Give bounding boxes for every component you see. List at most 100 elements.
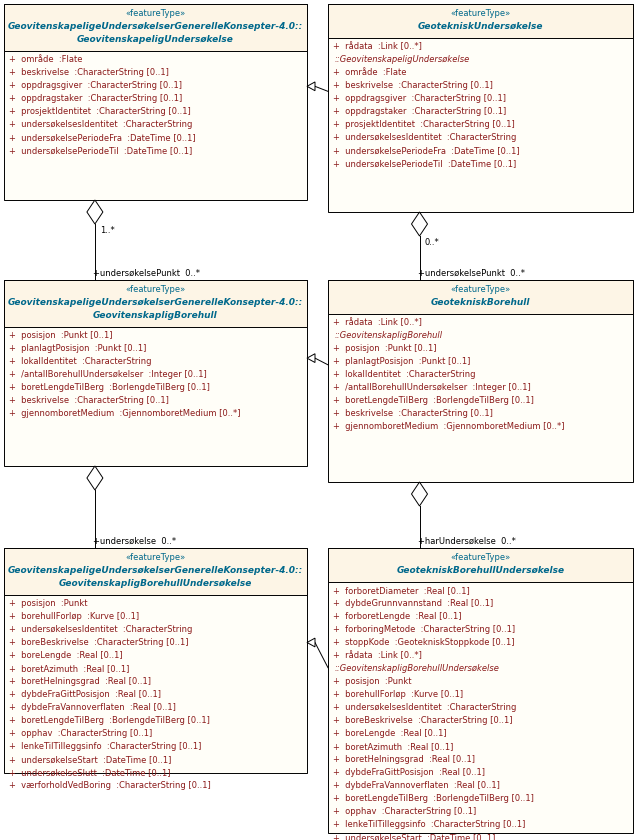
Text: +  boretLengdeTilBerg  :BorlengdeTilBerg [0..1]: + boretLengdeTilBerg :BorlengdeTilBerg [… bbox=[9, 383, 210, 392]
Text: GeovitenskapligBorehullUndersøkelse: GeovitenskapligBorehullUndersøkelse bbox=[59, 579, 252, 588]
Text: +  oppdragstaker  :CharacterString [0..1]: + oppdragstaker :CharacterString [0..1] bbox=[333, 107, 506, 116]
Text: +  gjennomboretMedium  :GjennomboretMedium [0..*]: + gjennomboretMedium :GjennomboretMedium… bbox=[333, 422, 564, 431]
Text: «featureType»: «featureType» bbox=[450, 553, 511, 562]
Text: GeotekniskBorehullUndersøkelse: GeotekniskBorehullUndersøkelse bbox=[396, 566, 564, 575]
Text: +  posisjon  :Punkt [0..1]: + posisjon :Punkt [0..1] bbox=[333, 344, 436, 353]
Text: +  posisjon  :Punkt [0..1]: + posisjon :Punkt [0..1] bbox=[9, 331, 113, 340]
Text: +  boreLengde  :Real [0..1]: + boreLengde :Real [0..1] bbox=[9, 651, 123, 660]
Text: +  rådata  :Link [0..*]: + rådata :Link [0..*] bbox=[333, 318, 422, 327]
Text: +  lenkeTilTilleggsinfo  :CharacterString [0..1]: + lenkeTilTilleggsinfo :CharacterString … bbox=[9, 742, 201, 751]
Text: +  undersøkelsePeriodeFra  :DateTime [0..1]: + undersøkelsePeriodeFra :DateTime [0..1… bbox=[9, 133, 196, 142]
Bar bbox=[328, 280, 633, 314]
Text: +  boretLengdeTilBerg  :BorlengdeTilBerg [0..1]: + boretLengdeTilBerg :BorlengdeTilBerg [… bbox=[9, 716, 210, 725]
Text: +  undersøkelseSlutt  :DateTime [0..1]: + undersøkelseSlutt :DateTime [0..1] bbox=[9, 768, 171, 777]
Text: +  opphav  :CharacterString [0..1]: + opphav :CharacterString [0..1] bbox=[333, 807, 476, 816]
Text: GeotekniskUndersøkelse: GeotekniskUndersøkelse bbox=[418, 22, 543, 31]
Text: +  boretAzimuth  :Real [0..1]: + boretAzimuth :Real [0..1] bbox=[9, 664, 129, 673]
Text: +  boretLengdeTilBerg  :BorlengdeTilBerg [0..1]: + boretLengdeTilBerg :BorlengdeTilBerg [… bbox=[333, 396, 534, 405]
Text: +  boreBeskrivelse  :CharacterString [0..1]: + boreBeskrivelse :CharacterString [0..1… bbox=[333, 716, 513, 725]
Text: «featureType»: «featureType» bbox=[450, 285, 511, 294]
Text: +  planlagtPosisjon  :Punkt [0..1]: + planlagtPosisjon :Punkt [0..1] bbox=[9, 344, 147, 353]
Text: +  oppdragsgiver  :CharacterString [0..1]: + oppdragsgiver :CharacterString [0..1] bbox=[9, 81, 182, 90]
Bar bbox=[328, 4, 633, 38]
Text: GeovitenskapeligeUndersøkelserGenerelleKonsepter-4.0::: GeovitenskapeligeUndersøkelserGenerelleK… bbox=[8, 566, 303, 575]
Text: +harUndersøkelse  0..*: +harUndersøkelse 0..* bbox=[417, 537, 515, 546]
Text: ::GeovitenskapeligUndersøkelse: ::GeovitenskapeligUndersøkelse bbox=[335, 55, 470, 64]
Polygon shape bbox=[87, 200, 103, 224]
Text: +  prosjektIdentitet  :CharacterString [0..1]: + prosjektIdentitet :CharacterString [0.… bbox=[333, 120, 515, 129]
Text: +  oppdragstaker  :CharacterString [0..1]: + oppdragstaker :CharacterString [0..1] bbox=[9, 94, 182, 103]
Text: +  beskrivelse  :CharacterString [0..1]: + beskrivelse :CharacterString [0..1] bbox=[333, 409, 493, 418]
Text: +  undersøkelsePeriodeTil  :DateTime [0..1]: + undersøkelsePeriodeTil :DateTime [0..1… bbox=[9, 146, 192, 155]
Text: +  undersøkelsesIdentitet  :CharacterString: + undersøkelsesIdentitet :CharacterStrin… bbox=[9, 625, 192, 634]
Text: «featureType»: «featureType» bbox=[125, 553, 185, 562]
Text: +  opphav  :CharacterString [0..1]: + opphav :CharacterString [0..1] bbox=[9, 729, 152, 738]
Text: ::GeovitenskapligBorehullUndersøkelse: ::GeovitenskapligBorehullUndersøkelse bbox=[335, 664, 500, 673]
Text: +  beskrivelse  :CharacterString [0..1]: + beskrivelse :CharacterString [0..1] bbox=[9, 396, 169, 405]
Bar bbox=[4, 280, 307, 327]
Text: +  beskrivelse  :CharacterString [0..1]: + beskrivelse :CharacterString [0..1] bbox=[9, 68, 169, 77]
Text: +  lokalIdentitet  :CharacterString: + lokalIdentitet :CharacterString bbox=[9, 357, 152, 366]
Text: +  undersøkelsesIdentitet  :CharacterString: + undersøkelsesIdentitet :CharacterStrin… bbox=[333, 703, 517, 712]
Text: +  forboretLengde  :Real [0..1]: + forboretLengde :Real [0..1] bbox=[333, 612, 461, 621]
Polygon shape bbox=[307, 354, 315, 363]
Text: +  værforholdVedBoring  :CharacterString [0..1]: + værforholdVedBoring :CharacterString [… bbox=[9, 781, 211, 790]
Text: +  dybdeFraGittPosisjon  :Real [0..1]: + dybdeFraGittPosisjon :Real [0..1] bbox=[9, 690, 161, 699]
Text: +  område  :Flate: + område :Flate bbox=[9, 55, 83, 64]
Text: +  stoppKode  :GeotekniskStoppkode [0..1]: + stoppKode :GeotekniskStoppkode [0..1] bbox=[333, 638, 515, 647]
Text: +  dybdeFraVannoverflaten  :Real [0..1]: + dybdeFraVannoverflaten :Real [0..1] bbox=[333, 781, 500, 790]
Polygon shape bbox=[307, 82, 315, 91]
Text: +  boreBeskrivelse  :CharacterString [0..1]: + boreBeskrivelse :CharacterString [0..1… bbox=[9, 638, 189, 647]
Text: +  undersøkelsesIdentitet  :CharacterString: + undersøkelsesIdentitet :CharacterStrin… bbox=[333, 133, 517, 142]
Text: +  dybdeFraGittPosisjon  :Real [0..1]: + dybdeFraGittPosisjon :Real [0..1] bbox=[333, 768, 485, 777]
Text: ::GeovitenskapligBorehull: ::GeovitenskapligBorehull bbox=[335, 331, 443, 340]
Text: +  posisjon  :Punkt: + posisjon :Punkt bbox=[333, 677, 412, 686]
Text: +  oppdragsgiver  :CharacterString [0..1]: + oppdragsgiver :CharacterString [0..1] bbox=[333, 94, 506, 103]
Text: +  undersøkelseStart  :DateTime [0..1]: + undersøkelseStart :DateTime [0..1] bbox=[333, 833, 496, 840]
Text: +  undersøkelsePeriodeTil  :DateTime [0..1]: + undersøkelsePeriodeTil :DateTime [0..1… bbox=[333, 159, 516, 168]
Text: +  rådata  :Link [0..*]: + rådata :Link [0..*] bbox=[333, 651, 422, 660]
Text: GeotekniskBorehull: GeotekniskBorehull bbox=[431, 298, 530, 307]
Text: «featureType»: «featureType» bbox=[450, 9, 511, 18]
Text: +  boretAzimuth  :Real [0..1]: + boretAzimuth :Real [0..1] bbox=[333, 742, 454, 751]
Bar bbox=[4, 548, 307, 773]
Text: +  undersøkelsesIdentitet  :CharacterString: + undersøkelsesIdentitet :CharacterStrin… bbox=[9, 120, 192, 129]
Text: GeovitenskapeligeUndersøkelserGenerelleKonsepter-4.0::: GeovitenskapeligeUndersøkelserGenerelleK… bbox=[8, 298, 303, 307]
Text: +  lokalIdentitet  :CharacterString: + lokalIdentitet :CharacterString bbox=[333, 370, 475, 379]
Bar bbox=[328, 548, 633, 833]
Bar bbox=[4, 4, 307, 200]
Text: +  forboretDiameter  :Real [0..1]: + forboretDiameter :Real [0..1] bbox=[333, 586, 469, 595]
Bar bbox=[328, 548, 633, 582]
Text: +  posisjon  :Punkt: + posisjon :Punkt bbox=[9, 599, 87, 608]
Text: +  forboringMetode  :CharacterString [0..1]: + forboringMetode :CharacterString [0..1… bbox=[333, 625, 515, 634]
Text: +  prosjektIdentitet  :CharacterString [0..1]: + prosjektIdentitet :CharacterString [0.… bbox=[9, 107, 190, 116]
Text: +  dybdeFraVannoverflaten  :Real [0..1]: + dybdeFraVannoverflaten :Real [0..1] bbox=[9, 703, 176, 712]
Polygon shape bbox=[412, 212, 427, 236]
Polygon shape bbox=[307, 638, 315, 647]
Text: +  boreLengde  :Real [0..1]: + boreLengde :Real [0..1] bbox=[333, 729, 447, 738]
Text: +  boretHelningsgrad  :Real [0..1]: + boretHelningsgrad :Real [0..1] bbox=[9, 677, 151, 686]
Text: +  beskrivelse  :CharacterString [0..1]: + beskrivelse :CharacterString [0..1] bbox=[333, 81, 493, 90]
Text: +  planlagtPosisjon  :Punkt [0..1]: + planlagtPosisjon :Punkt [0..1] bbox=[333, 357, 470, 366]
Text: +  lenkeTilTilleggsinfo  :CharacterString [0..1]: + lenkeTilTilleggsinfo :CharacterString … bbox=[333, 820, 526, 829]
Text: +undersøkelsePunkt  0..*: +undersøkelsePunkt 0..* bbox=[417, 269, 524, 278]
Text: +  boretLengdeTilBerg  :BorlengdeTilBerg [0..1]: + boretLengdeTilBerg :BorlengdeTilBerg [… bbox=[333, 794, 534, 803]
Polygon shape bbox=[87, 466, 103, 490]
Text: +undersøkelsePunkt  0..*: +undersøkelsePunkt 0..* bbox=[93, 269, 200, 278]
Text: GeovitenskapligBorehull: GeovitenskapligBorehull bbox=[93, 311, 218, 320]
Text: «featureType»: «featureType» bbox=[125, 9, 185, 18]
Text: +  gjennomboretMedium  :GjennomboretMedium [0..*]: + gjennomboretMedium :GjennomboretMedium… bbox=[9, 409, 241, 418]
Text: «featureType»: «featureType» bbox=[125, 285, 185, 294]
Text: 1..*: 1..* bbox=[100, 226, 115, 235]
Text: GeovitenskapeligeUndersøkelserGenerelleKonsepter-4.0::: GeovitenskapeligeUndersøkelserGenerelleK… bbox=[8, 22, 303, 31]
Text: +  boretHelningsgrad  :Real [0..1]: + boretHelningsgrad :Real [0..1] bbox=[333, 755, 475, 764]
Text: +  /antallBorehullUndersøkelser  :Integer [0..1]: + /antallBorehullUndersøkelser :Integer … bbox=[333, 383, 531, 392]
Text: GeovitenskapeligUndersøkelse: GeovitenskapeligUndersøkelse bbox=[77, 35, 234, 44]
Text: +  borehullForløp  :Kurve [0..1]: + borehullForløp :Kurve [0..1] bbox=[333, 690, 463, 699]
Bar bbox=[4, 4, 307, 51]
Text: +  undersøkelseStart  :DateTime [0..1]: + undersøkelseStart :DateTime [0..1] bbox=[9, 755, 171, 764]
Bar bbox=[4, 548, 307, 595]
Text: 0..*: 0..* bbox=[424, 238, 440, 247]
Bar bbox=[328, 280, 633, 482]
Text: +  rådata  :Link [0..*]: + rådata :Link [0..*] bbox=[333, 42, 422, 51]
